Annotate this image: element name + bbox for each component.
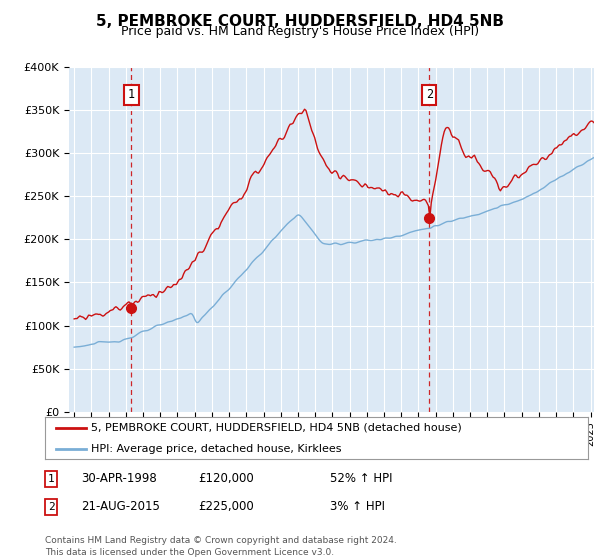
Text: 5, PEMBROKE COURT, HUDDERSFIELD, HD4 5NB: 5, PEMBROKE COURT, HUDDERSFIELD, HD4 5NB bbox=[96, 14, 504, 29]
Text: 2: 2 bbox=[426, 88, 433, 101]
Text: £120,000: £120,000 bbox=[198, 472, 254, 486]
Text: £225,000: £225,000 bbox=[198, 500, 254, 514]
Text: 52% ↑ HPI: 52% ↑ HPI bbox=[330, 472, 392, 486]
Text: 1: 1 bbox=[47, 474, 55, 484]
Text: 30-APR-1998: 30-APR-1998 bbox=[81, 472, 157, 486]
Text: Contains HM Land Registry data © Crown copyright and database right 2024.
This d: Contains HM Land Registry data © Crown c… bbox=[45, 536, 397, 557]
Text: 21-AUG-2015: 21-AUG-2015 bbox=[81, 500, 160, 514]
Text: Price paid vs. HM Land Registry's House Price Index (HPI): Price paid vs. HM Land Registry's House … bbox=[121, 25, 479, 38]
Text: 1: 1 bbox=[128, 88, 135, 101]
Text: 3% ↑ HPI: 3% ↑ HPI bbox=[330, 500, 385, 514]
Text: HPI: Average price, detached house, Kirklees: HPI: Average price, detached house, Kirk… bbox=[91, 444, 341, 454]
Text: 2: 2 bbox=[47, 502, 55, 512]
Text: 5, PEMBROKE COURT, HUDDERSFIELD, HD4 5NB (detached house): 5, PEMBROKE COURT, HUDDERSFIELD, HD4 5NB… bbox=[91, 423, 462, 433]
